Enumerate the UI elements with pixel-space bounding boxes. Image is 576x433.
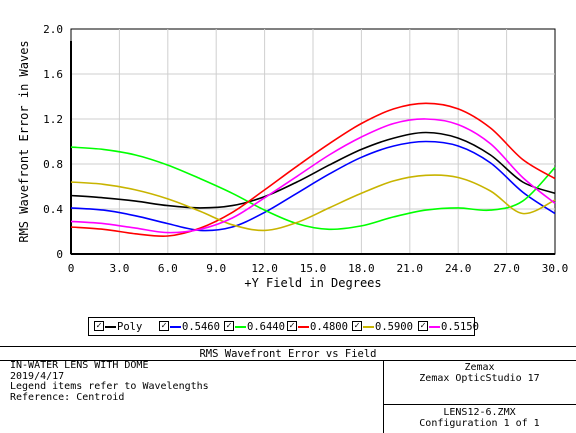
legend-checkbox[interactable]: ✓ xyxy=(418,321,428,331)
legend-swatch xyxy=(235,326,246,328)
y-axis-label: RMS Wavefront Error in Waves xyxy=(17,40,31,242)
x-axis-label: +Y Field in Degrees xyxy=(244,276,381,290)
series-line-0-6440 xyxy=(70,146,556,231)
y-tick-label: 1.2 xyxy=(43,113,63,126)
x-tick-label: 15.0 xyxy=(300,262,327,275)
x-tick-label: 0 xyxy=(68,262,75,275)
legend-swatch xyxy=(429,326,440,328)
legend-checkbox[interactable]: ✓ xyxy=(94,321,104,331)
legend-checkbox[interactable]: ✓ xyxy=(352,321,362,331)
info-configuration: Configuration 1 of 1 xyxy=(419,418,540,429)
legend-label: 0.6440 xyxy=(247,321,285,333)
x-tick-label: 30.0 xyxy=(542,262,569,275)
legend-label: 0.5150 xyxy=(441,321,479,333)
x-tick-label: 27.0 xyxy=(493,262,520,275)
x-tick-label: 6.0 xyxy=(158,262,178,275)
x-tick-label: 21.0 xyxy=(397,262,424,275)
legend-swatch xyxy=(170,326,181,328)
info-divider-vertical xyxy=(383,361,384,433)
legend-swatch xyxy=(298,326,309,328)
series-line-0-4800 xyxy=(70,102,556,238)
series-line-0-5150 xyxy=(70,118,556,234)
y-tick-label: 2.0 xyxy=(43,23,63,36)
legend-checkbox[interactable]: ✓ xyxy=(224,321,234,331)
info-file: LENS12-6.ZMX xyxy=(443,407,516,418)
legend-label: 0.4800 xyxy=(310,321,348,333)
y-tick-label: 0.4 xyxy=(43,203,63,216)
x-tick-label: 12.0 xyxy=(251,262,278,275)
info-divider-horizontal xyxy=(383,404,576,405)
legend-label: 0.5460 xyxy=(182,321,220,333)
series-line-0-5460 xyxy=(70,140,556,232)
info-title: RMS Wavefront Error vs Field xyxy=(0,347,576,361)
series-line-poly xyxy=(70,131,556,209)
legend-checkbox[interactable]: ✓ xyxy=(159,321,169,331)
y-tick-label: 0 xyxy=(56,248,63,261)
info-company: Zemax xyxy=(464,362,495,373)
x-tick-label: 24.0 xyxy=(445,262,472,275)
series-line-0-5900 xyxy=(70,174,556,232)
info-product: Zemax OpticStudio 17 xyxy=(419,373,540,384)
x-tick-label: 3.0 xyxy=(109,262,129,275)
x-tick-label: 9.0 xyxy=(206,262,226,275)
legend-swatch xyxy=(363,326,374,328)
legend-checkbox[interactable]: ✓ xyxy=(287,321,297,331)
chart: 0 3.0 6.0 9.0 12.0 15.0 18.0 21.0 24.0 27.0 30.0 0 0… xyxy=(17,23,569,290)
y-tick-label: 1.6 xyxy=(43,68,63,81)
legend-label: 0.5900 xyxy=(375,321,413,333)
y-tick-label: 0.8 xyxy=(43,158,63,171)
legend: ✓ Poly ✓ 0.5460 ✓ 0.6440 ✓ 0.4800 ✓ 0.5900 ✓ 0.5150 xyxy=(88,317,479,336)
info-panel: RMS Wavefront Error vs Field IN-WATER LE… xyxy=(0,346,576,433)
legend-swatch xyxy=(105,326,116,328)
legend-label: Poly xyxy=(117,321,143,333)
info-description: IN-WATER LENS WITH DOME 2019/4/17 Legend… xyxy=(10,360,209,403)
x-tick-label: 18.0 xyxy=(348,262,375,275)
